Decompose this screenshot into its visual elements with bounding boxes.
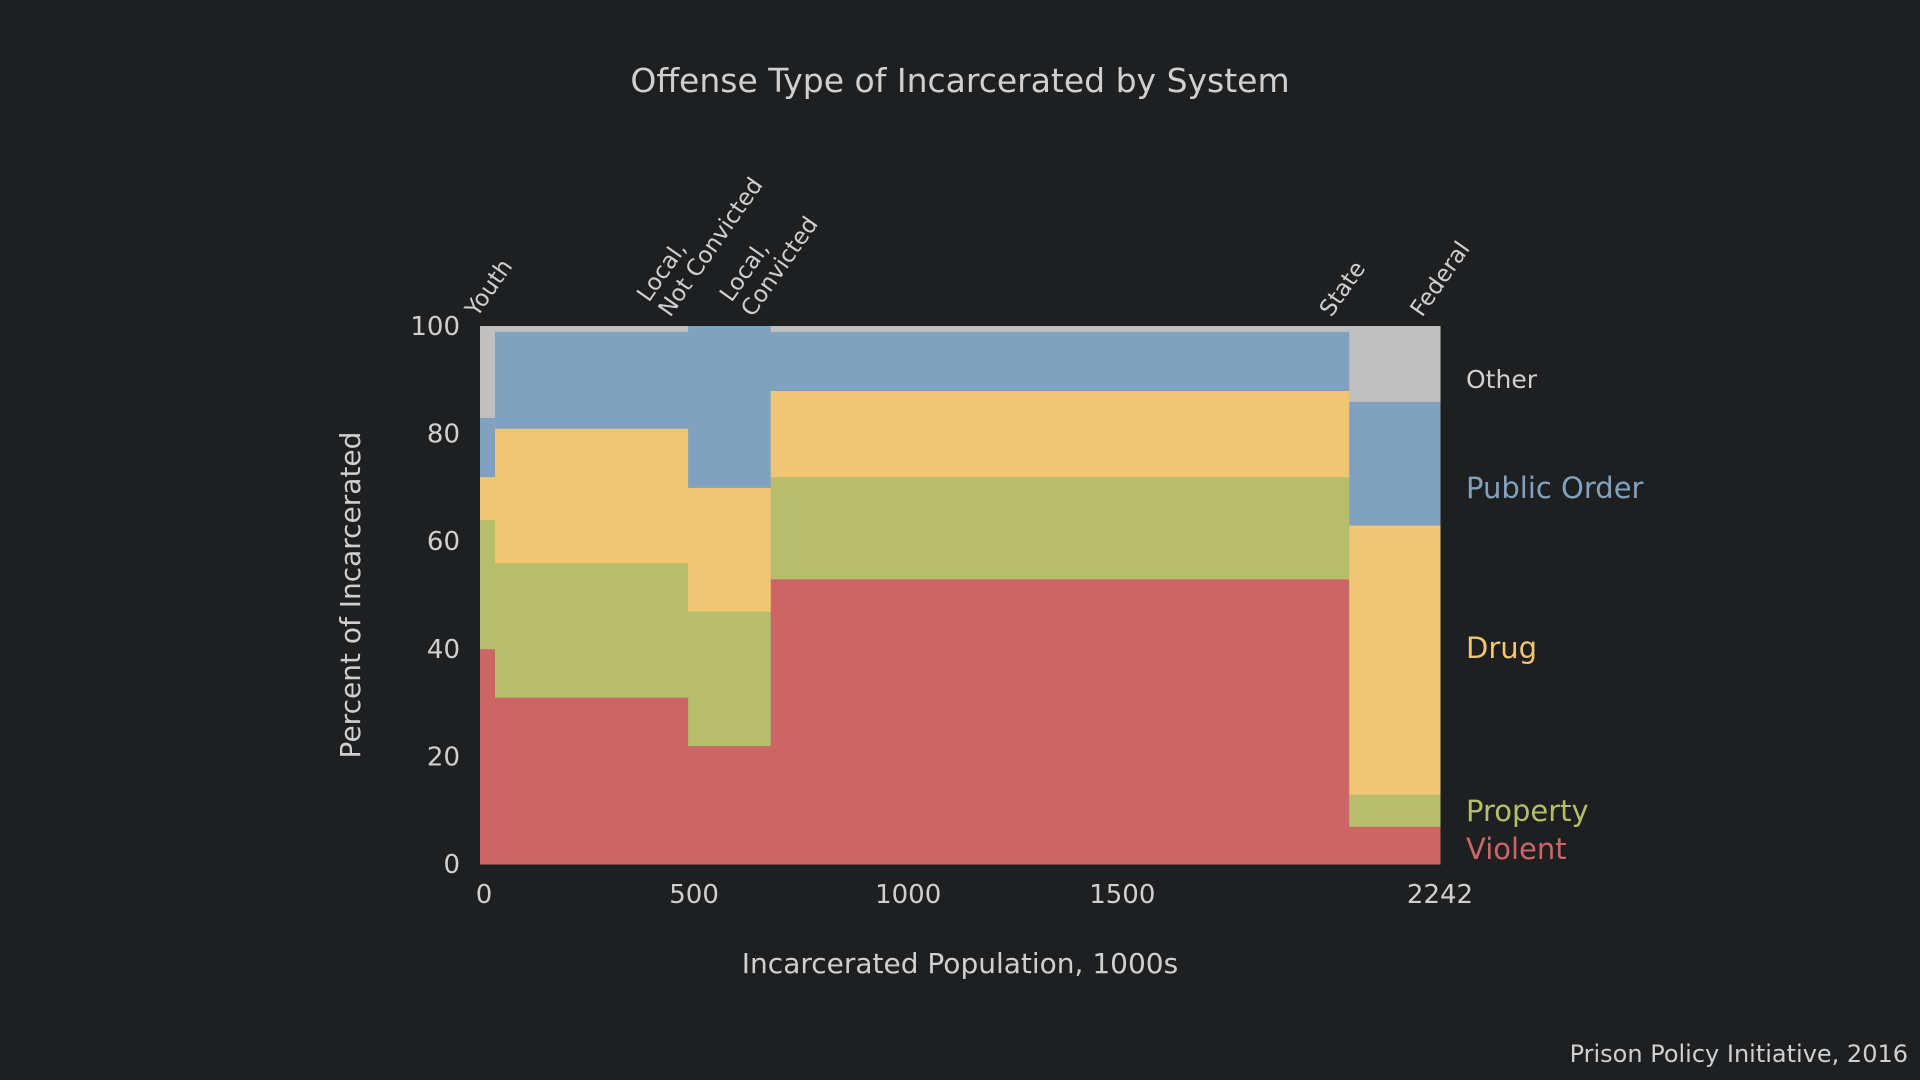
bar-segment-property	[494, 562, 689, 698]
bar-segment-drug	[494, 428, 689, 564]
bar-segment-violent	[1349, 826, 1441, 865]
legend-other: Other	[1466, 365, 1538, 394]
bar-segment-violent	[770, 578, 1350, 865]
legend-violent: Violent	[1466, 832, 1567, 866]
bar-segment-other	[1349, 326, 1441, 402]
bar-segment-property	[770, 476, 1350, 580]
chart-title: Offense Type of Incarcerated by System	[630, 61, 1289, 100]
bar-segment-property	[1349, 794, 1441, 827]
y-tick-label: 80	[427, 420, 460, 450]
bar-segment-property	[688, 611, 772, 747]
category-label: Federal	[1406, 237, 1476, 321]
y-axis-label: Percent of Incarcerated	[334, 432, 367, 759]
bar-segment-public-order	[480, 417, 496, 478]
legend-drug: Drug	[1466, 631, 1537, 665]
bar-segment-drug	[770, 390, 1350, 478]
bar-segment-violent	[480, 648, 496, 865]
bar-segment-property	[480, 519, 496, 650]
bar-segment-other	[770, 326, 1350, 332]
bar-segment-public-order	[494, 331, 689, 429]
category-label: Youth	[460, 255, 518, 323]
bar-segment-other	[494, 326, 689, 332]
y-tick-label: 20	[427, 742, 460, 772]
bar-segment-public-order	[688, 326, 772, 488]
x-tick-label: 1000	[875, 880, 941, 910]
bar-segment-public-order	[1349, 401, 1441, 526]
bar-segment-violent	[494, 697, 689, 865]
legend-public-order: Public Order	[1466, 471, 1644, 505]
y-tick-label: 40	[427, 635, 460, 665]
y-tick-label: 60	[427, 527, 460, 557]
source-credit: Prison Policy Initiative, 2016	[1570, 1040, 1908, 1068]
legend-property: Property	[1466, 794, 1589, 828]
y-tick-label: 0	[443, 850, 460, 880]
bar-segment-other	[480, 326, 496, 418]
bar-segment-drug	[688, 487, 772, 612]
bar-segment-drug	[480, 476, 496, 521]
bar-segment-drug	[1349, 525, 1441, 795]
y-tick-label: 100	[410, 312, 460, 342]
category-label: State	[1315, 257, 1371, 322]
x-tick-label: 2242	[1407, 880, 1473, 910]
bar-segment-violent	[688, 745, 772, 865]
bar-segment-public-order	[770, 331, 1350, 392]
x-axis-label: Incarcerated Population, 1000s	[742, 947, 1178, 980]
x-tick-label: 500	[669, 880, 719, 910]
x-tick-label: 1500	[1089, 880, 1155, 910]
x-tick-label: 0	[476, 880, 493, 910]
